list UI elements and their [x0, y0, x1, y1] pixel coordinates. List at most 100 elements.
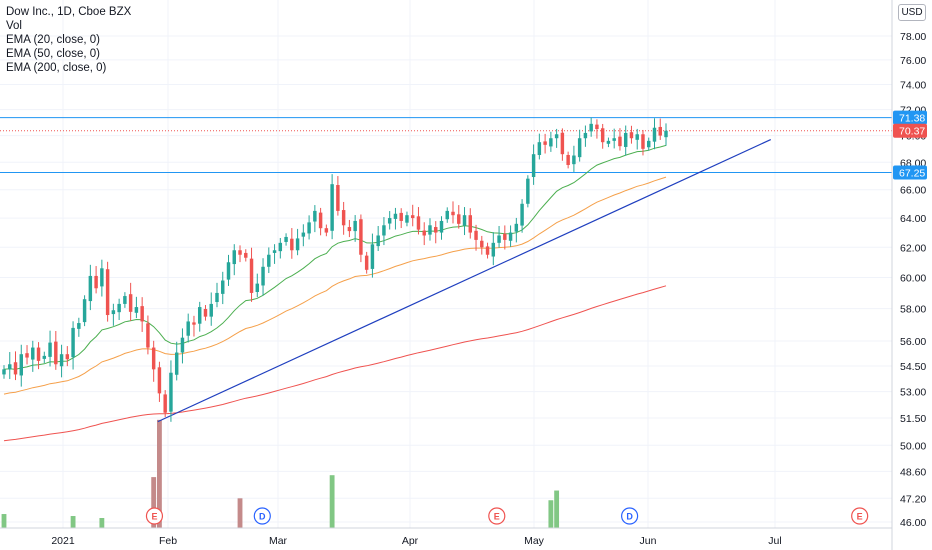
candle-body — [572, 155, 576, 165]
grid-lines — [0, 0, 892, 528]
x-tick-label: 2021 — [51, 535, 75, 547]
earnings-marker[interactable]: E — [851, 507, 869, 525]
candle-body — [410, 215, 415, 219]
candle-body — [422, 230, 426, 236]
candle-body — [82, 299, 87, 323]
candle-body — [353, 220, 357, 232]
candle-body — [497, 235, 501, 243]
candle-body — [393, 213, 398, 219]
candle-body — [19, 354, 23, 376]
time-axis[interactable]: 2021 Feb Mar Apr May Jun Jul — [51, 535, 781, 547]
price-tag-label: 67.25 — [899, 167, 925, 179]
candle-body — [31, 347, 35, 360]
dividend-marker[interactable]: D — [621, 507, 639, 525]
candle-body — [526, 178, 530, 204]
candle-body — [140, 306, 144, 322]
y-tick-label: 51.50 — [900, 413, 926, 425]
legend-symbol[interactable]: Dow Inc., 1D, Cboe BZX — [6, 6, 132, 18]
ema200-line — [3, 285, 667, 442]
candle-body — [295, 238, 300, 251]
price-tag-label: 71.38 — [899, 113, 925, 125]
price-tag-bg — [893, 123, 927, 138]
volume-bar — [329, 475, 335, 528]
earnings-marker[interactable]: E — [145, 507, 164, 525]
candle-body — [117, 303, 121, 313]
x-tick-label: Jul — [768, 535, 781, 547]
candle-body — [606, 140, 611, 144]
candle-body — [589, 123, 593, 132]
candle-body — [514, 223, 519, 232]
earnings-marker[interactable]: E — [488, 507, 506, 525]
candle-body — [537, 142, 542, 155]
candle-body — [508, 232, 513, 241]
candle-body — [462, 215, 467, 226]
candle-body — [623, 132, 628, 147]
candle-body — [491, 242, 496, 257]
earnings-marker-circle — [851, 507, 869, 525]
candle-body — [341, 210, 346, 226]
candle-body — [434, 227, 438, 233]
candle-body — [128, 294, 133, 312]
price-axis[interactable]: 46.00 47.20 48.60 50.00 51.50 53.00 54.50 56.00… — [900, 31, 926, 529]
dividend-marker[interactable]: D — [253, 507, 271, 525]
candle-body — [36, 347, 41, 361]
chart-legend: Dow Inc., 1D, Cboe BZX Vol EMA (20, clos… — [6, 5, 131, 75]
candle-body — [457, 214, 461, 224]
ema-lines — [3, 144, 667, 442]
candle-body — [554, 134, 559, 139]
legend-ema50[interactable]: EMA (50, close, 0) — [6, 48, 100, 60]
candle-body — [215, 292, 219, 303]
ema50-line — [3, 176, 667, 395]
earnings-marker-circle — [488, 507, 506, 525]
candle-body — [284, 236, 288, 242]
candle-body — [203, 308, 208, 317]
candle-body — [399, 212, 403, 221]
earnings-marker-label: E — [857, 512, 863, 522]
candle-body — [221, 280, 225, 294]
candle-body — [255, 283, 260, 292]
candle-body — [560, 132, 565, 155]
trendline-segment[interactable] — [157, 139, 772, 423]
candle-body — [261, 266, 265, 286]
candle-body — [647, 140, 651, 148]
trendline[interactable] — [157, 139, 772, 423]
earnings-marker-circle — [145, 507, 164, 525]
candle-body — [658, 126, 662, 136]
candle-body — [290, 238, 294, 251]
y-tick-label: 74.00 — [900, 79, 926, 91]
dividend-marker-label: D — [626, 512, 633, 522]
dividend-marker-label: D — [259, 512, 266, 522]
candle-body — [157, 367, 162, 394]
candle-body — [531, 154, 536, 178]
candle-body — [146, 323, 150, 348]
candle-body — [180, 337, 185, 353]
candle-body — [100, 268, 104, 287]
currency-button[interactable]: USD — [898, 4, 926, 21]
legend-ema200[interactable]: EMA (200, close, 0) — [6, 62, 107, 74]
legend-ema20[interactable]: EMA (20, close, 0) — [6, 34, 100, 46]
candle-body — [635, 134, 639, 140]
y-tick-label: 48.60 — [900, 466, 926, 478]
candle-body — [520, 203, 524, 226]
volume-bars — [1, 419, 560, 528]
candle-body — [600, 128, 605, 143]
candle-body — [370, 244, 375, 269]
candle-body — [123, 296, 127, 304]
candle-body — [94, 275, 98, 289]
candle-body — [163, 394, 167, 413]
dividend-marker-circle — [253, 507, 271, 525]
candle-body — [209, 303, 213, 317]
candle-body — [134, 307, 139, 313]
candle-body — [577, 138, 582, 158]
candle-body — [549, 138, 553, 147]
horizontal-lines[interactable] — [0, 117, 892, 173]
candle-body — [301, 232, 306, 237]
candle-body — [336, 185, 340, 211]
candle-body — [272, 250, 277, 253]
volume-bar — [237, 498, 243, 528]
volume-bar — [548, 500, 554, 528]
legend-volume[interactable]: Vol — [6, 20, 22, 32]
candle-body — [244, 252, 248, 258]
